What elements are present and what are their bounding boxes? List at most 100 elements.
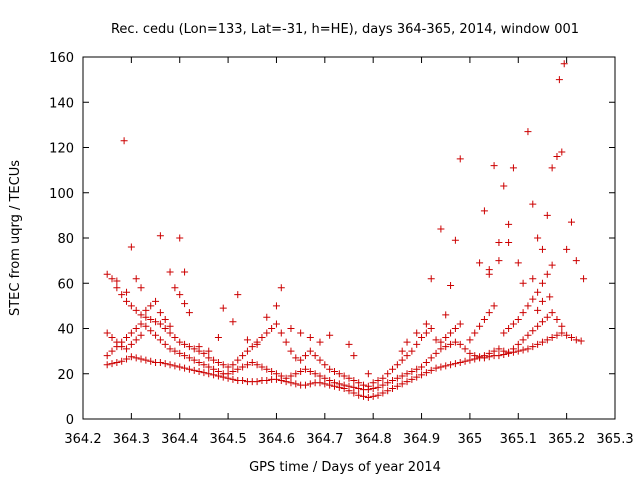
- data-point: [534, 322, 542, 330]
- data-point: [548, 164, 556, 172]
- data-point: [181, 364, 189, 372]
- data-point: [514, 259, 522, 267]
- data-point: [137, 355, 145, 363]
- data-point: [243, 347, 251, 355]
- data-point: [253, 361, 261, 369]
- data-point: [379, 381, 387, 389]
- data-point: [408, 347, 416, 355]
- data-point: [301, 352, 309, 360]
- data-point: [214, 367, 222, 375]
- data-point: [176, 338, 184, 346]
- data-point: [306, 380, 314, 388]
- data-point: [311, 352, 319, 360]
- data-point: [258, 363, 266, 371]
- data-point: [466, 356, 474, 364]
- data-point: [509, 345, 517, 353]
- data-point: [505, 348, 513, 356]
- data-point: [229, 367, 237, 375]
- data-point: [524, 331, 532, 339]
- data-point: [176, 234, 184, 242]
- data-point: [413, 373, 421, 381]
- data-point: [345, 340, 353, 348]
- data-point: [166, 345, 174, 353]
- data-point: [495, 257, 503, 265]
- data-point: [287, 347, 295, 355]
- data-point: [108, 347, 116, 355]
- data-point: [422, 320, 430, 328]
- data-point: [171, 284, 179, 292]
- data-point: [558, 148, 566, 156]
- data-point: [538, 338, 546, 346]
- data-point: [161, 360, 169, 368]
- data-point: [282, 374, 290, 382]
- data-point: [229, 361, 237, 369]
- data-point: [277, 284, 285, 292]
- y-tick-label: 140: [49, 96, 74, 111]
- data-point: [243, 336, 251, 344]
- data-point: [524, 345, 532, 353]
- data-point: [418, 363, 426, 371]
- data-point: [403, 352, 411, 360]
- data-point: [538, 318, 546, 326]
- data-point: [127, 340, 135, 348]
- data-point: [147, 357, 155, 365]
- data-point: [355, 379, 363, 387]
- data-point: [451, 236, 459, 244]
- data-point: [181, 352, 189, 360]
- data-point: [127, 243, 135, 251]
- data-point: [248, 343, 256, 351]
- data-point: [113, 277, 121, 285]
- data-point: [263, 329, 271, 337]
- data-point: [355, 391, 363, 399]
- data-point: [427, 325, 435, 332]
- data-point: [408, 375, 416, 383]
- data-point: [437, 225, 445, 233]
- data-point: [485, 349, 493, 357]
- data-point: [384, 379, 392, 387]
- y-tick-label: 20: [57, 368, 74, 383]
- data-point: [567, 218, 575, 226]
- data-point: [147, 327, 155, 335]
- data-point: [427, 366, 435, 374]
- data-point: [389, 377, 397, 385]
- data-point: [311, 370, 319, 378]
- data-point: [369, 392, 377, 400]
- data-point: [123, 297, 131, 305]
- data-point: [437, 363, 445, 371]
- data-point: [306, 347, 314, 355]
- x-tick-label: 364.6: [258, 432, 295, 447]
- data-point: [374, 391, 382, 399]
- data-point: [152, 297, 160, 305]
- data-point: [432, 336, 440, 344]
- data-point: [408, 367, 416, 375]
- y-axis-label: STEC from uqrg / TECUs: [8, 160, 23, 316]
- data-point: [239, 352, 247, 360]
- data-point: [553, 315, 561, 323]
- data-point: [461, 357, 469, 365]
- x-axis-label: GPS time / Days of year 2014: [249, 460, 441, 475]
- data-point: [389, 384, 397, 392]
- data-point: [350, 352, 358, 360]
- data-point: [500, 182, 508, 190]
- data-point: [132, 275, 140, 283]
- y-tick-label: 60: [57, 277, 74, 292]
- data-point: [205, 363, 213, 371]
- data-point: [442, 343, 450, 351]
- data-point: [205, 347, 213, 355]
- data-point: [548, 261, 556, 269]
- data-point: [205, 354, 213, 362]
- data-point: [297, 329, 305, 337]
- data-point: [268, 325, 276, 332]
- data-point: [456, 340, 464, 348]
- data-point: [534, 288, 542, 296]
- data-point: [543, 313, 551, 321]
- data-point: [123, 334, 131, 342]
- data-point: [258, 334, 266, 342]
- y-tick-label: 80: [57, 232, 74, 247]
- data-point: [214, 334, 222, 342]
- data-point: [514, 347, 522, 355]
- data-point: [161, 315, 169, 323]
- data-point: [123, 288, 131, 296]
- data-point: [555, 76, 563, 84]
- data-point: [413, 340, 421, 348]
